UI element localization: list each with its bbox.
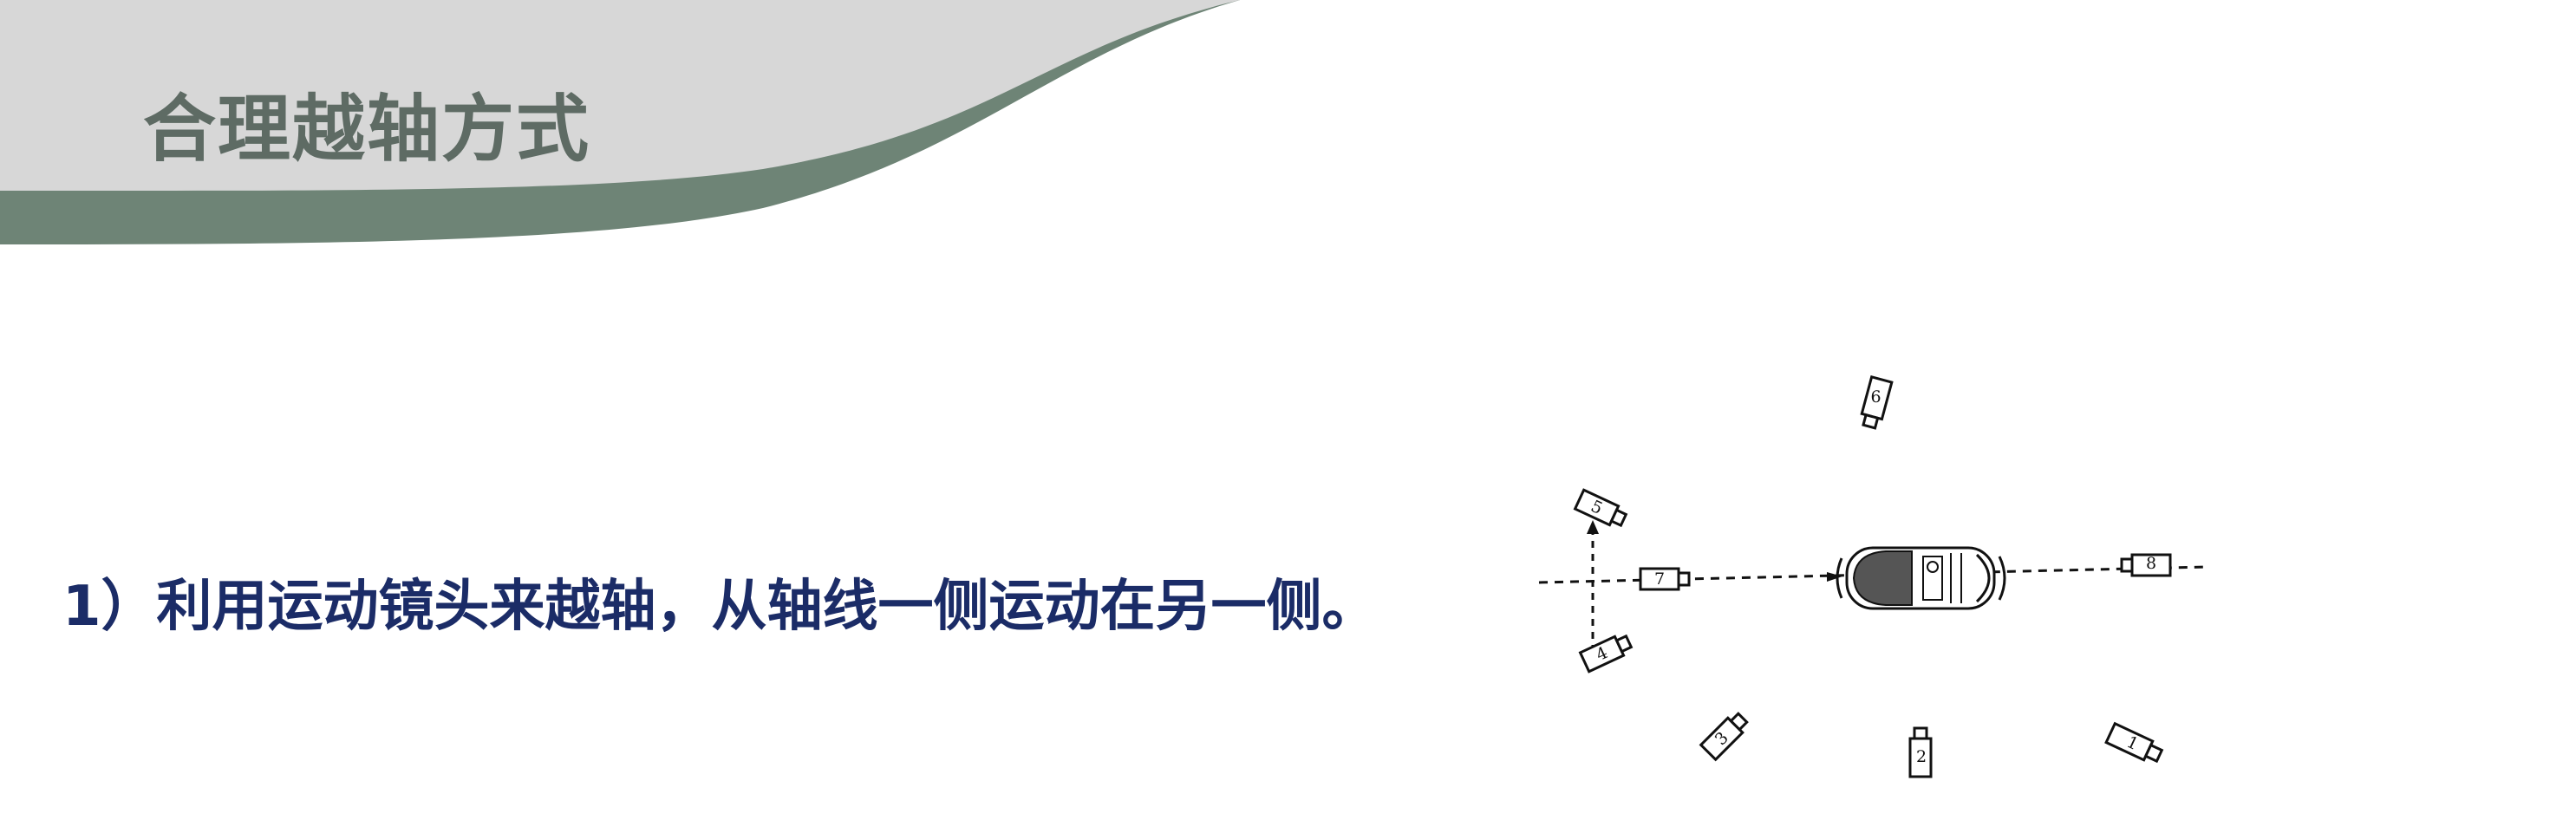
camera-4-icon: 4 [1578,634,1634,674]
camera-2-label: 2 [1916,747,1927,766]
camera-1-icon: 1 [2104,721,2164,764]
axis-arrow-icon [1827,572,1842,582]
camera-5-icon: 5 [1573,488,1628,528]
camera-7-label: 7 [1654,569,1665,589]
move-arrow-icon [1587,520,1599,534]
camera-6-label: 6 [1871,387,1881,407]
camera-2-icon: 2 [1908,726,1933,778]
camera-axis-diagram: 1 2 3 4 5 6 [1538,375,2208,778]
camera-6-icon: 6 [1860,375,1894,430]
camera-8-label: 8 [2146,554,2156,573]
camera-8-icon: 8 [2120,553,2172,577]
camera-3-icon: 3 [1699,712,1749,762]
header-decoration [0,0,1240,244]
slide-title: 合理越轴方式 [143,87,591,172]
bullet-point: 1）利用运动镜头来越轴，从轴线一侧运动在另一侧。 [62,575,1378,639]
header-gray-band [0,0,1240,192]
subject-vehicle-icon [1836,546,2006,610]
camera-7-icon: 7 [1639,567,1691,591]
